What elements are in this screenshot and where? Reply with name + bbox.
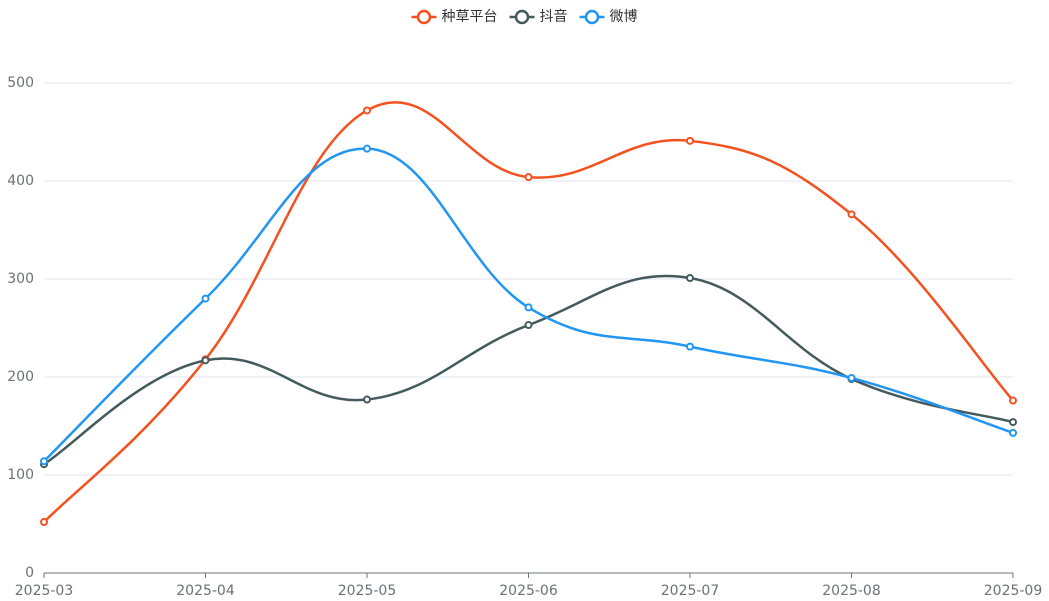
x-tick-label: 2025-03 [15, 583, 74, 599]
y-tick-label: 200 [7, 369, 34, 385]
y-tick-label: 300 [7, 271, 34, 287]
x-tick-label: 2025-04 [176, 583, 235, 599]
point [363, 106, 371, 115]
point [201, 294, 210, 303]
legend-label: 抖音 [540, 8, 568, 25]
x-tick-label: 2025-09 [984, 583, 1043, 599]
x-tick-label: 2025-06 [499, 583, 558, 599]
point [524, 321, 533, 330]
legend-marker [416, 9, 432, 25]
point [363, 144, 371, 153]
legend-marker [514, 9, 530, 25]
y-tick-label: 100 [7, 467, 34, 483]
point [524, 303, 533, 312]
point [1009, 396, 1017, 405]
point [847, 373, 856, 382]
point [363, 395, 371, 404]
legend-label: 种草平台 [442, 9, 498, 25]
point [1009, 428, 1017, 437]
point [686, 274, 694, 283]
legend-item: 抖音 [509, 8, 568, 25]
y-tick-label: 400 [7, 173, 34, 189]
y-tick-label: 0 [25, 565, 34, 581]
legend-label: 微博 [610, 8, 638, 25]
point [40, 457, 48, 466]
y-tick-label: 500 [7, 75, 34, 91]
legend: 种草平台 抖音 微博 [411, 8, 638, 25]
legend-marker [584, 9, 600, 25]
x-tick-label: 2025-08 [822, 583, 881, 599]
point [686, 342, 694, 351]
legend-item: 微博 [579, 8, 638, 25]
point [847, 210, 856, 219]
point [201, 356, 210, 365]
point [1009, 418, 1017, 427]
legend-item: 种草平台 [411, 9, 498, 25]
series-line [43, 101, 1014, 523]
x-tick-label: 2025-07 [661, 583, 720, 599]
point [524, 173, 533, 182]
point [40, 518, 48, 527]
x-tick-label: 2025-05 [338, 583, 397, 599]
point [686, 136, 694, 145]
